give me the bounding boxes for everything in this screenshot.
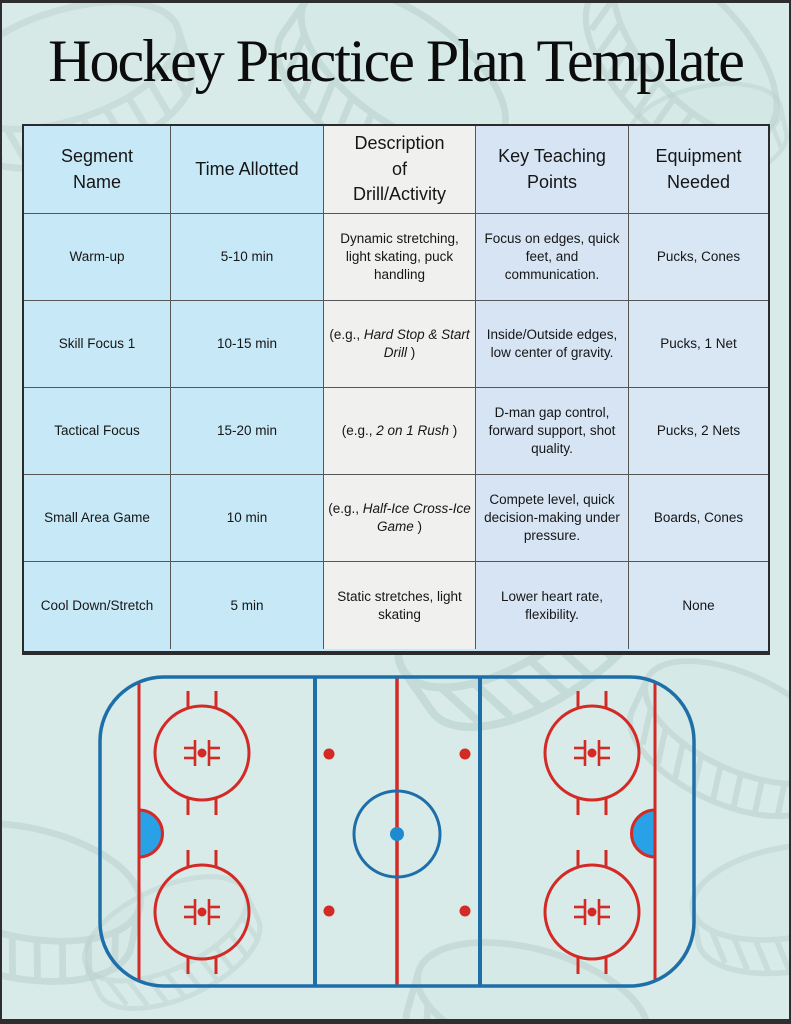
- neutral-faceoff-dot: [323, 905, 335, 917]
- cell-segment: Warm-up: [24, 214, 171, 301]
- neutral-faceoff-dot: [459, 748, 471, 760]
- header-key-teaching-points: Key Teaching Points: [476, 126, 629, 214]
- drill-name-italic: 2 on 1 Rush: [376, 423, 450, 439]
- cell-time: 5-10 min: [171, 214, 324, 301]
- neutral-faceoff-dot: [323, 748, 335, 760]
- practice-plan-table: Segment Name Time Allotted Description o…: [22, 124, 770, 655]
- neutral-faceoff-dot: [459, 905, 471, 917]
- cell-equipment: Pucks, 2 Nets: [629, 388, 768, 475]
- faceoff-circle-bottom-right: [543, 848, 641, 976]
- goal-crease-left: [137, 808, 164, 859]
- hockey-rink-diagram: [98, 675, 696, 988]
- cell-equipment: Pucks, Cones: [629, 214, 768, 301]
- rink-outline: [98, 675, 696, 988]
- drill-text: Static stretches, light skating: [337, 588, 462, 622]
- header-equipment-needed: Equipment Needed: [629, 126, 768, 214]
- cell-text: (e.g., 2 on 1 Rush ): [342, 422, 458, 440]
- cell-teaching-points: Focus on edges, quick feet, and communic…: [476, 214, 629, 301]
- faceoff-circle-bottom-left: [153, 848, 251, 976]
- center-faceoff-dot: [390, 827, 404, 841]
- cell-text: Dynamic stretching, light skating, puck …: [326, 230, 473, 283]
- drill-text: (e.g.,: [341, 423, 377, 439]
- goal-crease-right: [630, 808, 657, 859]
- cell-description: Dynamic stretching, light skating, puck …: [324, 214, 476, 301]
- cell-equipment: Pucks, 1 Net: [629, 301, 768, 388]
- cell-segment: Small Area Game: [24, 475, 171, 562]
- drill-name-italic: Hard Stop & Start Drill: [363, 327, 470, 360]
- cell-equipment: None: [629, 562, 768, 649]
- header-description: Description of Drill/Activity: [324, 126, 476, 214]
- drill-text: (e.g.,: [329, 327, 364, 343]
- cell-time: 10 min: [171, 475, 324, 562]
- faceoff-circle-top-left: [153, 689, 251, 817]
- cell-segment: Skill Focus 1: [24, 301, 171, 388]
- header-segment-name: Segment Name: [24, 126, 171, 214]
- drill-name-italic: Half-Ice Cross-Ice Game: [362, 501, 471, 534]
- puck-icon: [685, 831, 789, 988]
- faceoff-circle-top-right: [543, 689, 641, 817]
- cell-description: Static stretches, light skating: [324, 562, 476, 649]
- cell-teaching-points: Compete level, quick decision-making und…: [476, 475, 629, 562]
- drill-text: Dynamic stretching, light skating, puck …: [340, 231, 459, 282]
- cell-time: 15-20 min: [171, 388, 324, 475]
- cell-description: (e.g., 2 on 1 Rush ): [324, 388, 476, 475]
- header-time-allotted: Time Allotted: [171, 126, 324, 214]
- cell-teaching-points: Inside/Outside edges, low center of grav…: [476, 301, 629, 388]
- drill-text-suffix: ): [413, 519, 423, 534]
- cell-segment: Tactical Focus: [24, 388, 171, 475]
- cell-description: (e.g., Hard Stop & Start Drill ): [324, 301, 476, 388]
- drill-text-suffix: ): [449, 423, 458, 439]
- cell-time: 10-15 min: [171, 301, 324, 388]
- cell-segment: Cool Down/Stretch: [24, 562, 171, 649]
- cell-teaching-points: Lower heart rate, flexibility.: [476, 562, 629, 649]
- drill-text: (e.g.,: [328, 501, 363, 517]
- center-circle: [352, 789, 442, 879]
- page-title: Hockey Practice Plan Template: [48, 28, 745, 94]
- cell-text: Static stretches, light skating: [326, 588, 473, 624]
- cell-time: 5 min: [171, 562, 324, 649]
- cell-text: (e.g., Half-Ice Cross-Ice Game ): [326, 500, 473, 536]
- drill-text-suffix: ): [407, 345, 416, 360]
- cell-text: (e.g., Hard Stop & Start Drill ): [326, 326, 473, 362]
- cell-equipment: Boards, Cones: [629, 475, 768, 562]
- cell-teaching-points: D-man gap control, forward support, shot…: [476, 388, 629, 475]
- cell-description: (e.g., Half-Ice Cross-Ice Game ): [324, 475, 476, 562]
